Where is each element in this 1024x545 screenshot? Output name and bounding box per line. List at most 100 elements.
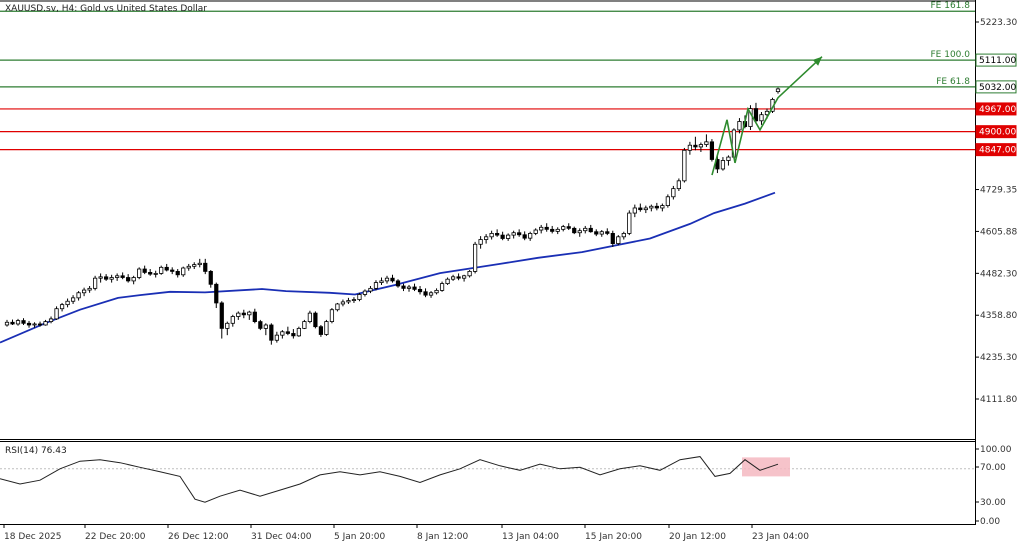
candle-47: [263, 323, 268, 336]
candle-111: [616, 235, 621, 246]
candle-109: [605, 228, 610, 236]
wave-annotation-layer: [711, 56, 823, 176]
time-axis-layer: 18 Dec 2025 22 Dec 20:00 26 Dec 12:00 31 De…: [3, 524, 809, 542]
candle-body-12: [70, 297, 76, 302]
candle-73: [406, 284, 412, 292]
candle-body-35: [197, 262, 202, 266]
candle-body-121: [671, 188, 676, 198]
candle-26: [148, 269, 153, 276]
candle-125: [693, 136, 698, 151]
candle-body-109: [605, 231, 610, 234]
candle-118: [654, 202, 659, 211]
candle-113: [627, 210, 632, 236]
rsi-tick-label-1: 70.00: [980, 463, 1006, 473]
candle-body-19: [109, 277, 114, 280]
candle-body-58: [324, 321, 329, 335]
candle-body-128: [709, 141, 715, 160]
time-tick-label-6: 13 Jan 04:00: [502, 532, 559, 542]
candle-131: [726, 155, 731, 166]
candle-16: [93, 275, 98, 291]
candle-77: [428, 291, 434, 298]
candle-body-56: [313, 312, 318, 328]
candle-54: [302, 319, 307, 330]
candle-40: [225, 321, 230, 336]
candle-64: [357, 292, 362, 302]
candle-body-115: [638, 207, 643, 211]
candle-body-117: [649, 205, 654, 209]
candle-66: [368, 285, 373, 294]
candle-133: [737, 118, 742, 134]
candle-9: [54, 306, 59, 320]
candle-body-52: [291, 333, 296, 337]
candle-23: [131, 275, 136, 285]
time-tick-label-0: 18 Dec 2025: [4, 532, 62, 542]
candle-121: [671, 185, 676, 200]
candle-55: [307, 310, 313, 324]
candle-body-95: [528, 233, 533, 239]
candle-17: [98, 273, 103, 283]
candles-layer: [4, 87, 781, 345]
price-badge-label-5: 4847.00: [979, 146, 1016, 156]
candle-112: [621, 231, 626, 240]
rsi-title: RSI(14) 76.43: [5, 446, 67, 456]
candle-body-47: [263, 324, 268, 329]
candle-10: [59, 302, 65, 312]
candle-0: [4, 319, 10, 327]
candle-137: [759, 111, 764, 125]
candle-97: [539, 224, 544, 234]
price-badge-label-1: 5111.00: [979, 56, 1016, 66]
candle-body-54: [302, 321, 307, 329]
candle-body-0: [4, 321, 10, 326]
candle-body-21: [120, 275, 125, 278]
candle-body-89: [495, 233, 500, 236]
candle-48: [269, 323, 274, 345]
candle-70: [390, 274, 395, 283]
candle-body-42: [236, 312, 241, 317]
candle-body-94: [522, 234, 527, 239]
time-tick-label-7: 15 Jan 20:00: [585, 532, 642, 542]
candle-body-17: [98, 276, 103, 279]
wave-arrow-head: [812, 56, 822, 66]
candle-51: [285, 326, 290, 336]
candle-body-43: [241, 312, 246, 316]
moving-average-line: [0, 191, 776, 344]
candle-50: [280, 330, 285, 339]
candle-body-118: [654, 205, 659, 209]
candle-body-87: [484, 236, 489, 240]
candle-body-97: [539, 226, 544, 231]
rsi-layer: 100.00 70.00 30.00 0.00: [0, 445, 1012, 527]
rsi-tick-label-0: 100.00: [980, 445, 1012, 455]
candle-89: [495, 229, 500, 237]
candle-74: [412, 283, 417, 292]
fib-level-label-0: FE 161.8: [931, 1, 971, 11]
candle-123: [682, 147, 687, 183]
candle-body-29: [164, 266, 169, 271]
candle-body-63: [351, 299, 357, 301]
candle-99: [550, 225, 555, 234]
candle-114: [632, 204, 637, 218]
candle-44: [247, 310, 252, 320]
candle-body-25: [142, 268, 147, 273]
candle-86: [478, 236, 483, 249]
candle-body-15: [87, 287, 92, 291]
candle-85: [472, 241, 478, 274]
candle-88: [489, 230, 494, 240]
candle-body-130: [720, 160, 726, 170]
candle-body-26: [148, 272, 153, 275]
candle-body-75: [417, 288, 423, 293]
candle-body-102: [566, 226, 571, 229]
candle-body-5: [32, 323, 37, 326]
candle-5: [32, 322, 37, 328]
candle-body-112: [621, 233, 626, 238]
candle-body-1: [10, 321, 15, 325]
candle-body-106: [588, 227, 593, 233]
candle-33: [186, 263, 191, 271]
candle-body-14: [81, 289, 87, 294]
candle-136: [753, 102, 759, 124]
price-badge-3: [975, 102, 1017, 116]
candle-61: [340, 299, 346, 307]
candle-83: [461, 274, 467, 282]
candle-body-32: [181, 267, 186, 276]
candle-body-28: [159, 266, 164, 274]
